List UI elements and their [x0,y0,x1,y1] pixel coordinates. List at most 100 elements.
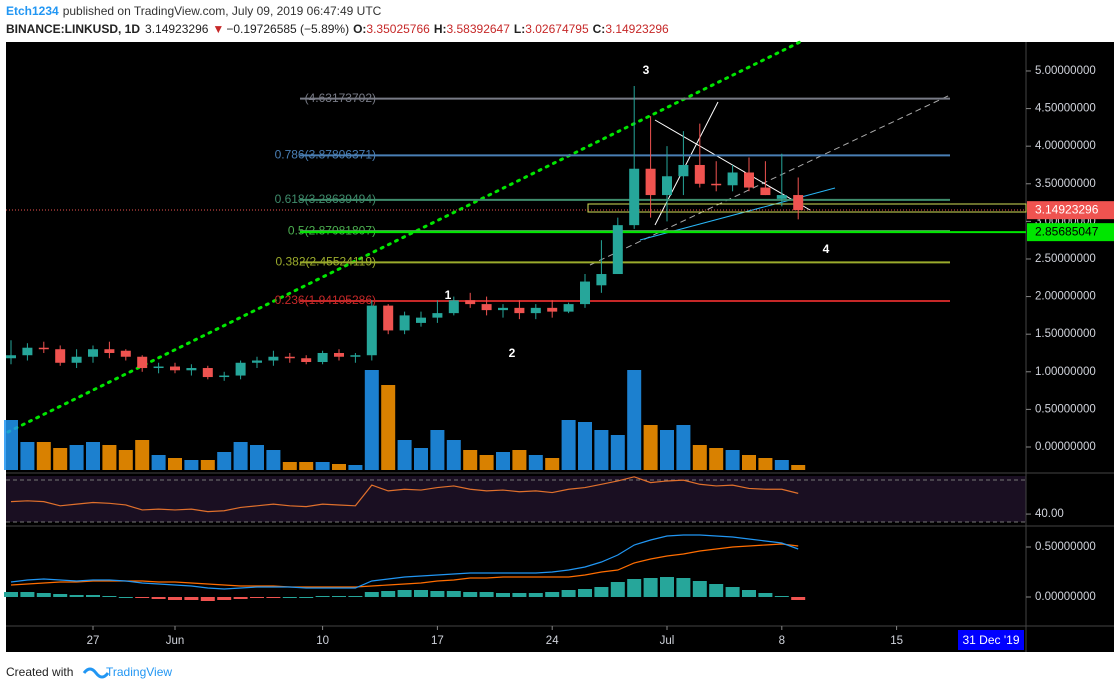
macd-bar [151,597,166,599]
rsi-band [6,476,1026,522]
logo [82,667,110,679]
volume-bar [791,465,806,470]
macd-bar [332,596,346,597]
volume-bar [102,445,117,470]
macd-bar [660,577,674,597]
macd-bar [725,587,740,597]
annotation: 3 [643,63,650,77]
x-tick-label: 8 [779,635,785,647]
macd-bar [184,597,199,600]
macd-bar [118,597,133,598]
l: 3.02674795 [525,22,589,36]
volume-bar [151,455,166,470]
fib-label: 0.236(1.94105286) [275,293,376,307]
volume-bar [742,455,756,470]
volume-bar [200,460,215,470]
candle-body [137,356,148,369]
volume-bar [184,460,199,470]
x-tick-label: 10 [316,635,329,647]
y-tick-label: 40.00 [1035,508,1064,520]
volume-bar [643,425,658,470]
annotation: 2 [509,346,516,360]
last: 3.14923296 [145,22,209,36]
candle-body [383,305,394,331]
macd-bar [53,594,68,597]
arrow: ▼ [212,22,224,36]
author[interactable]: Etch1234 [6,4,59,18]
volume-bar [709,448,724,470]
signal-line [10,543,799,588]
macd-bar [791,597,806,600]
macd-bar [578,589,592,597]
brand[interactable]: TradingView [106,665,172,679]
candle-body [760,187,771,196]
volume-bar [135,440,150,470]
macd-bar [463,592,478,597]
y-tick-label: 5.00000000 [1035,65,1096,77]
candle-body [465,300,476,305]
y-tick-label: 2.50000000 [1035,253,1096,265]
volume-bar [758,458,773,470]
candle-body [301,358,312,363]
macd-bar [774,596,789,597]
fib-label: 0.618(3.28639494) [275,192,376,206]
volume-bar [364,370,379,470]
macd-bar [545,592,560,597]
macd-bar [315,596,330,597]
h-prefix: H: [434,22,447,36]
cursor-date-bg [958,630,1024,650]
volume-bar [479,455,494,470]
volume-bar [627,370,642,470]
candle-body [235,362,246,376]
volume-bar [692,445,707,470]
l-prefix: L: [514,22,525,36]
macd-bar [282,597,297,598]
fib-label: 0.5(2.87081807) [288,223,376,237]
y-tick-label: 0.50000000 [1035,541,1096,553]
macd-bar [102,596,117,597]
candle-body [776,195,787,199]
macd-bar [692,581,707,597]
volume-bar [233,442,248,470]
volume-bar [168,458,182,470]
volume-bar [725,450,740,470]
volume-bar [610,435,625,470]
chart-bg [6,42,1114,652]
level-label: 2.85685047 [1035,224,1099,238]
candle-body [694,164,705,184]
macd-bar [643,578,658,597]
candle-body [448,300,459,314]
macd-bar [200,597,215,601]
macd-bar [512,593,527,597]
candle-body [744,172,754,188]
macd-bar [364,592,379,597]
price-tag [1027,201,1114,220]
candle-body [202,368,213,378]
y-tick-label: 0.00000000 [1035,591,1096,603]
macd-bar [414,590,428,597]
annotation: 1 [445,288,452,302]
fib-label: 0.786(3.87806371) [275,148,376,162]
volume-bar [594,430,609,470]
macd-bar [4,592,18,597]
macd-bar [758,593,773,597]
volume-bar [53,448,68,470]
candle-body [55,349,66,363]
volume-bar [315,462,330,470]
candle-body [612,225,623,275]
symbol: BINANCE:LINKUSD, 1D [6,22,140,36]
volume-bar [282,462,297,470]
macd-bar [250,597,264,598]
publish-line: Etch1234 published on TradingView.com, Ju… [6,4,382,18]
fib-label: (4.63173702) [305,91,376,105]
candle-body [399,315,410,331]
y-tick-label: 1.00000000 [1035,366,1096,378]
candle-body [120,350,131,357]
candle-body [284,356,295,359]
macd-line [10,534,799,590]
candle-body [334,352,344,357]
volume-bar [430,430,445,470]
c-prefix: C: [593,22,606,36]
macd-bar [69,595,84,597]
